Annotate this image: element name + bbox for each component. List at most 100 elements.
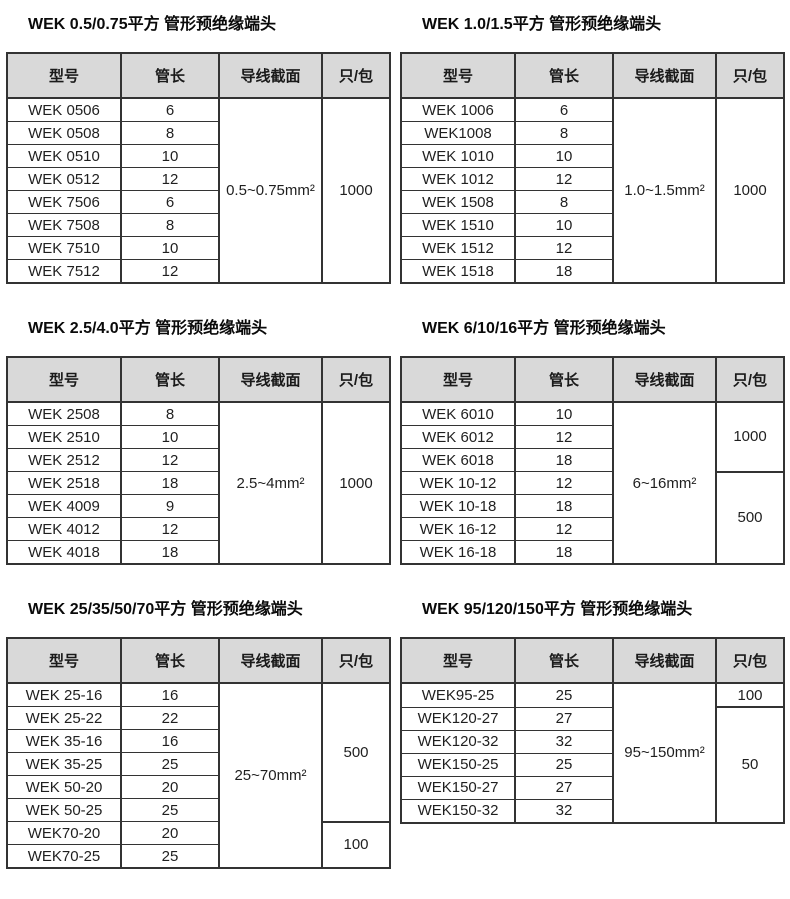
cross-section-cell: 25~70mm² — [218, 682, 323, 869]
table-row: WEK 35-16 16 — [6, 729, 390, 753]
column-header-model: 型号 — [6, 637, 122, 684]
cross-section-cell: 95~150mm² — [612, 682, 717, 824]
table-row: WEK 16-18 18 — [400, 540, 784, 565]
length-cell: 8 — [120, 121, 220, 145]
length-cell: 22 — [120, 706, 220, 730]
length-cell: 6 — [514, 97, 614, 122]
table-row: WEK 10-18 18 — [400, 494, 784, 518]
length-cell: 12 — [514, 425, 614, 449]
length-cell: 6 — [120, 190, 220, 214]
model-cell: WEK 6012 — [400, 425, 516, 449]
length-cell: 12 — [514, 517, 614, 541]
table-row: WEK 1512 12 — [400, 236, 784, 260]
model-cell: WEK 16-12 — [400, 517, 516, 541]
header-row: 型号 管长 导线截面 只/包 — [400, 637, 785, 684]
length-cell: 10 — [120, 425, 220, 449]
table-row: WEK 7510 10 — [6, 236, 390, 260]
model-cell: WEK 16-18 — [400, 540, 516, 565]
length-cell: 12 — [120, 517, 220, 541]
length-cell: 27 — [514, 775, 614, 800]
table-title: WEK 0.5/0.75平方 管形预绝缘端头 — [28, 16, 277, 33]
header-row: 型号 管长 导线截面 只/包 — [6, 356, 391, 403]
model-cell: WEK 2512 — [6, 448, 122, 472]
model-cell: WEK95-25 — [400, 682, 516, 708]
table-row: WEK 6012 12 — [400, 425, 784, 449]
length-cell: 10 — [120, 236, 220, 260]
pack-qty-cell: 100 — [715, 682, 785, 708]
column-header-cross-section: 导线截面 — [612, 637, 717, 684]
length-cell: 12 — [514, 236, 614, 260]
length-cell: 18 — [514, 540, 614, 565]
column-header-model: 型号 — [400, 52, 516, 99]
pack-qty-cell: 1000 — [321, 97, 391, 284]
model-cell: WEK 0510 — [6, 144, 122, 168]
length-cell: 10 — [514, 144, 614, 168]
table-row: WEK 4012 12 — [6, 517, 390, 541]
length-cell: 10 — [514, 213, 614, 237]
table-row: WEK 1510 10 — [400, 213, 784, 237]
length-cell: 8 — [514, 190, 614, 214]
table-row: WEK 4018 18 — [6, 540, 390, 565]
model-cell: WEK70-20 — [6, 821, 122, 845]
table-row: WEK150-32 32 — [400, 798, 784, 823]
model-cell: WEK 25-16 — [6, 682, 122, 707]
spec-table: 型号 管长 导线截面 只/包 WEK 1006 6 1.0~1.5mm² 1000 WEK100… — [400, 52, 785, 284]
model-cell: WEK 2508 — [6, 401, 122, 426]
pack-qty-cell: 500 — [321, 682, 391, 823]
table-row: WEK 35-25 25 — [6, 752, 390, 776]
table-block-wek-1.0-1.5: WEK 1.0/1.5平方 管形预绝缘端头 型号 管长 导线截面 只/包 WEK 100… — [400, 10, 785, 284]
table-row: WEK 1006 6 1.0~1.5mm² 1000 — [400, 97, 785, 284]
table-row: WEK 2508 8 2.5~4mm² 1000 — [6, 401, 391, 565]
model-cell: WEK 4009 — [6, 494, 122, 518]
model-cell: WEK70-25 — [6, 844, 122, 869]
table-row: WEK 4009 9 — [6, 494, 390, 518]
table-block-wek-95-120-150: WEK 95/120/150平方 管形预绝缘端头 型号 管长 导线截面 只/包 WEK9… — [400, 595, 785, 824]
table-row: WEK150-27 27 — [400, 775, 784, 800]
column-header-pack: 只/包 — [715, 52, 785, 99]
table-block-wek-0.5-0.75: WEK 0.5/0.75平方 管形预绝缘端头 型号 管长 导线截面 只/包 WEK 05… — [6, 10, 400, 284]
table-row: WEK 50-20 20 — [6, 775, 390, 799]
model-cell: WEK 50-20 — [6, 775, 122, 799]
model-cell: WEK 1510 — [400, 213, 516, 237]
cross-section-cell: 6~16mm² — [612, 401, 717, 565]
model-cell: WEK 1010 — [400, 144, 516, 168]
table-row: WEK 7508 8 — [6, 213, 390, 237]
table-row: WEK 0508 8 — [6, 121, 390, 145]
length-cell: 25 — [120, 844, 220, 869]
table-row: WEK 6018 18 — [400, 448, 784, 472]
length-cell: 16 — [120, 682, 220, 707]
length-cell: 18 — [514, 448, 614, 472]
model-cell: WEK 7508 — [6, 213, 122, 237]
table-row: WEK 2518 18 — [6, 471, 390, 495]
model-cell: WEK 6010 — [400, 401, 516, 426]
table-row: WEK 0512 12 — [6, 167, 390, 191]
column-header-length: 管长 — [120, 356, 220, 403]
length-cell: 10 — [120, 144, 220, 168]
model-cell: WEK150-32 — [400, 798, 516, 823]
pack-qty-cell: 1000 — [715, 97, 785, 284]
model-cell: WEK 50-25 — [6, 798, 122, 822]
table-block-wek-6-10-16: WEK 6/10/16平方 管形预绝缘端头 型号 管长 导线截面 只/包 WEK 601… — [400, 314, 785, 565]
length-cell: 18 — [120, 471, 220, 495]
column-header-cross-section: 导线截面 — [218, 637, 323, 684]
model-cell: WEK 4012 — [6, 517, 122, 541]
table-row: WEK 1012 12 — [400, 167, 784, 191]
model-cell: WEK 1508 — [400, 190, 516, 214]
model-cell: WEK120-27 — [400, 706, 516, 731]
length-cell: 6 — [120, 97, 220, 122]
length-cell: 32 — [514, 729, 614, 754]
spec-table: 型号 管长 导线截面 只/包 WEK 6010 10 6~16mm² 1000 WEK 6012… — [400, 356, 785, 565]
model-cell: WEK 1518 — [400, 259, 516, 284]
length-cell: 8 — [120, 401, 220, 426]
length-cell: 12 — [514, 471, 614, 495]
column-header-length: 管长 — [514, 637, 614, 684]
length-cell: 20 — [120, 775, 220, 799]
column-header-length: 管长 — [514, 356, 614, 403]
length-cell: 8 — [514, 121, 614, 145]
length-cell: 12 — [120, 259, 220, 284]
column-header-model: 型号 — [6, 356, 122, 403]
table-row: WEK120-32 32 — [400, 729, 784, 754]
model-cell: WEK 0512 — [6, 167, 122, 191]
column-header-cross-section: 导线截面 — [218, 356, 323, 403]
